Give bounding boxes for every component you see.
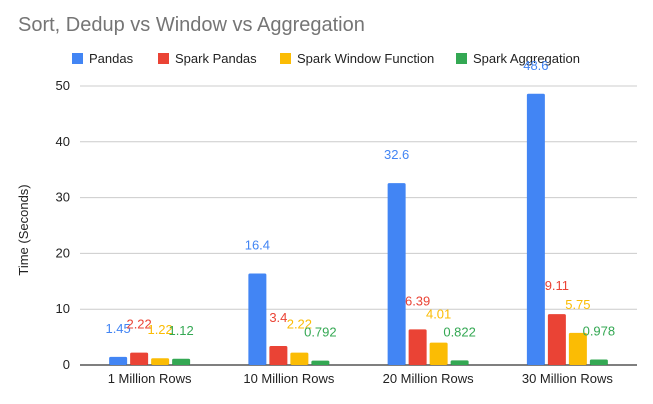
bar-pandas-3: [387, 183, 406, 365]
y-tick-label: 10: [56, 301, 70, 316]
legend: Pandas Spark Pandas Spark Window Function S…: [72, 51, 580, 66]
bar-pandas-2: [248, 273, 267, 365]
legend-label-1: Pandas: [89, 51, 134, 66]
data-label: 3.4: [269, 310, 287, 325]
legend-label-4: Spark Aggregation: [473, 51, 580, 66]
chart-title: Sort, Dedup vs Window vs Aggregation: [18, 14, 365, 36]
data-label: 6.39: [405, 293, 430, 308]
y-tick-label: 50: [56, 78, 70, 93]
x-axis-ticks: 1 Million Rows 10 Million Rows 20 Million …: [108, 371, 614, 386]
bars: [109, 93, 608, 365]
data-label: 9.11: [545, 278, 569, 293]
bar-pandas-4: [526, 93, 545, 365]
x-tick-label: 10 Million Rows: [243, 371, 335, 386]
data-label: 4.01: [426, 307, 451, 322]
data-label: 0.792: [304, 325, 337, 340]
y-axis-title: Time (Seconds): [16, 184, 31, 275]
bar-spark-window-function-3: [429, 342, 448, 365]
data-label: 1.12: [168, 323, 193, 338]
data-label: 2.22: [287, 317, 312, 332]
y-axis-ticks: 0 10 20 30 40 50: [56, 78, 70, 372]
data-label: 2.22: [126, 317, 151, 332]
legend-swatch-2: [158, 53, 169, 64]
data-label: 1.22: [147, 322, 172, 337]
data-label: 5.75: [565, 297, 590, 312]
bar-spark-aggregation-4: [589, 359, 608, 365]
data-label: 16.4: [245, 237, 270, 252]
y-tick-label: 20: [56, 245, 70, 260]
bar-spark-window-function-1: [151, 358, 170, 365]
bar-spark-pandas-2: [269, 346, 288, 365]
x-tick-label: 30 Million Rows: [522, 371, 614, 386]
bar-spark-pandas-1: [130, 352, 149, 365]
bar-spark-aggregation-2: [311, 360, 330, 365]
x-tick-label: 1 Million Rows: [108, 371, 192, 386]
bar-spark-pandas-3: [408, 329, 427, 365]
y-tick-label: 40: [56, 134, 70, 149]
data-label: 0.978: [583, 324, 616, 339]
bar-pandas-1: [109, 356, 128, 365]
bar-spark-window-function-2: [290, 352, 309, 365]
bar-spark-pandas-4: [547, 314, 566, 365]
bar-spark-aggregation-3: [450, 360, 469, 365]
data-label: 1.45: [105, 321, 130, 336]
data-label: 48.6: [523, 58, 548, 73]
data-label: 0.822: [443, 324, 476, 339]
data-label: 32.6: [384, 147, 409, 162]
bar-spark-aggregation-1: [172, 358, 191, 365]
x-tick-label: 20 Million Rows: [383, 371, 475, 386]
legend-swatch-1: [72, 53, 83, 64]
legend-label-3: Spark Window Function: [297, 51, 434, 66]
legend-swatch-4: [456, 53, 467, 64]
y-tick-label: 0: [63, 357, 70, 372]
bar-spark-window-function-4: [568, 332, 587, 365]
legend-label-2: Spark Pandas: [175, 51, 257, 66]
legend-swatch-3: [280, 53, 291, 64]
y-tick-label: 30: [56, 190, 70, 205]
